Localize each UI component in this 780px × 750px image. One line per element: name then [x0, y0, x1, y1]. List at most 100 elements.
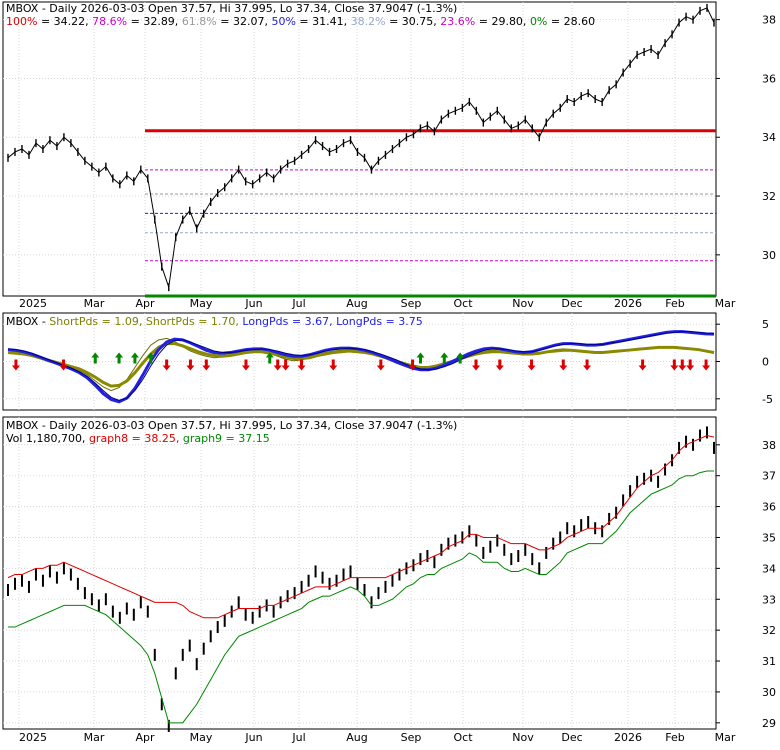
x-tick-label: Nov	[512, 731, 534, 744]
x-tick-label: 2026	[614, 731, 642, 744]
sell-signal-arrow	[376, 359, 385, 371]
x-tick-label: Oct	[453, 731, 473, 744]
volume-legend-item: graph9 = 37.15	[183, 432, 270, 445]
buy-signal-arrow	[115, 352, 124, 364]
graph8-line	[7, 435, 715, 619]
x-tick-label: Nov	[512, 297, 534, 310]
y-tick-label: 30	[762, 249, 776, 262]
fib-legend: 100% = 34.22, 78.6% = 32.89, 61.8% = 32.…	[6, 15, 595, 28]
fib-legend-value: = 32.07,	[217, 15, 272, 28]
buy-signal-arrow	[91, 352, 100, 364]
y-tick-label: 37	[762, 470, 776, 483]
x-tick-label: Mar	[715, 297, 736, 310]
indicator-panel-title: MBOX - ShortPds = 1.09, ShortPds = 1.70,…	[6, 315, 423, 328]
y-tick-label: 33	[762, 593, 776, 606]
sell-signal-arrow	[686, 359, 695, 371]
fib-legend-label: 38.2%	[351, 15, 386, 28]
sell-signal-arrow	[162, 359, 171, 371]
x-tick-label: 2026	[614, 297, 642, 310]
sell-signal-arrow	[702, 359, 711, 371]
sell-signal-arrow	[241, 359, 250, 371]
x-tick-label: Feb	[665, 731, 684, 744]
x-tick-label: May	[190, 731, 213, 744]
fib-legend-value: = 29.80,	[475, 15, 530, 28]
y-tick-label: -5	[762, 393, 773, 406]
x-tick-label: Sep	[401, 731, 422, 744]
y-tick-label: 36	[762, 501, 776, 514]
y-tick-label: 31	[762, 655, 776, 668]
sell-signal-arrow	[59, 359, 68, 371]
y-tick-label: 34	[762, 562, 776, 575]
volume-legend-item: graph8 = 38.25,	[89, 432, 183, 445]
indicator-ticker: MBOX -	[6, 315, 49, 328]
price-line	[7, 7, 715, 288]
buy-signal-arrow	[146, 352, 155, 364]
volume-value: Vol 1,180,700,	[6, 432, 89, 445]
y-tick-label: 30	[762, 686, 776, 699]
buy-signal-arrow	[416, 352, 425, 364]
x-tick-label: Jul	[291, 297, 305, 310]
sell-signal-arrow	[559, 359, 568, 371]
fib-legend-label: 61.8%	[182, 15, 217, 28]
y-tick-label: 36	[762, 72, 776, 85]
sell-signal-arrow	[281, 359, 290, 371]
fib-legend-value: = 31.41,	[296, 15, 351, 28]
fib-legend-value: = 28.60	[547, 15, 595, 28]
x-tick-label: Jun	[244, 297, 262, 310]
fib-legend-label: 78.6%	[92, 15, 127, 28]
x-tick-label: Mar	[84, 297, 105, 310]
indicator-line	[7, 342, 715, 388]
fib-legend-value: = 32.89,	[127, 15, 182, 28]
price-panel-title: MBOX - Daily 2026-03-03 Open 37.57, Hi 3…	[6, 2, 457, 15]
sell-signal-arrow	[670, 359, 679, 371]
fib-legend-value: = 34.22,	[37, 15, 92, 28]
sell-signal-arrow	[472, 359, 481, 371]
fib-legend-label: 50%	[271, 15, 295, 28]
y-tick-label: 29	[762, 717, 776, 730]
indicator-legend-item: LongPds = 3.75	[336, 315, 423, 328]
buy-signal-arrow	[265, 352, 274, 364]
volume-panel-frame	[2, 416, 717, 730]
sell-signal-arrow	[202, 359, 211, 371]
y-tick-label: 5	[762, 318, 769, 331]
buy-signal-arrow	[440, 352, 449, 364]
x-tick-label: Dec	[561, 297, 582, 310]
sell-signal-arrow	[408, 359, 417, 371]
sell-signal-arrow	[678, 359, 687, 371]
y-tick-label: 34	[762, 131, 776, 144]
x-tick-label: Mar	[715, 731, 736, 744]
indicator-legend-item: ShortPds = 1.70,	[146, 315, 243, 328]
buy-signal-arrow	[456, 352, 465, 364]
sell-signal-arrow	[527, 359, 536, 371]
x-tick-label: 2025	[19, 731, 47, 744]
indicator-legend-item: ShortPds = 1.09,	[49, 315, 146, 328]
volume-panel-title: MBOX - Daily 2026-03-03 Open 37.57, Hi 3…	[6, 419, 457, 432]
fib-legend-label: 100%	[6, 15, 37, 28]
sell-signal-arrow	[297, 359, 306, 371]
buy-signal-arrow	[130, 352, 139, 364]
sell-signal-arrow	[495, 359, 504, 371]
sell-signal-arrow	[11, 359, 20, 371]
y-tick-label: 38	[762, 439, 776, 452]
volume-panel-legend: Vol 1,180,700, graph8 = 38.25, graph9 = …	[6, 432, 270, 445]
fib-legend-label: 0%	[530, 15, 547, 28]
sell-signal-arrow	[583, 359, 592, 371]
x-tick-label: Aug	[346, 297, 367, 310]
indicator-legend-item: LongPds = 3.67,	[242, 315, 336, 328]
y-tick-label: 32	[762, 190, 776, 203]
x-tick-label: Dec	[561, 731, 582, 744]
y-tick-label: 38	[762, 14, 776, 27]
fib-legend-value: = 30.75,	[386, 15, 441, 28]
x-tick-label: 2025	[19, 297, 47, 310]
y-tick-label: 0	[762, 356, 769, 369]
x-tick-label: Feb	[665, 297, 684, 310]
graph9-line	[8, 470, 714, 724]
x-tick-label: Jul	[291, 731, 305, 744]
y-tick-label: 35	[762, 531, 776, 544]
x-tick-label: Jun	[244, 731, 262, 744]
x-tick-label: Apr	[135, 297, 155, 310]
x-tick-label: Oct	[453, 297, 473, 310]
x-tick-label: Sep	[401, 297, 422, 310]
